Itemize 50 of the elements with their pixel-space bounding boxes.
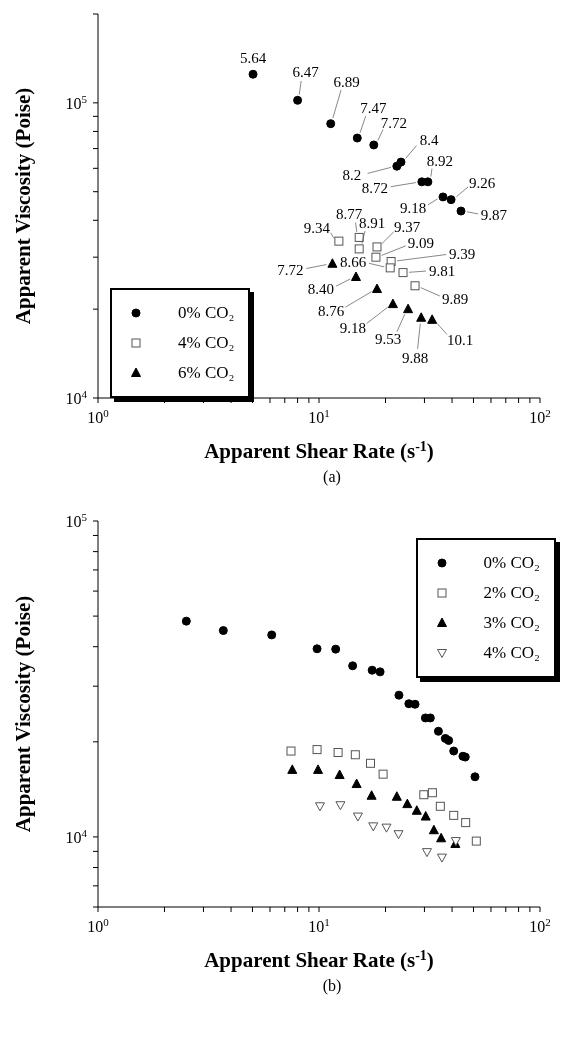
annotation: 9.26	[468, 174, 496, 191]
x-tick-label: 10$^{0}$	[87, 407, 110, 426]
legend-label: 4% CO₂	[178, 333, 235, 353]
annotation: 9.34	[303, 220, 331, 237]
x-tick-label: 10$^{1}$	[308, 916, 330, 935]
legend-label: 0% CO₂	[483, 553, 540, 573]
annotation: 9.18	[339, 320, 367, 337]
annotation: 8.92	[426, 152, 454, 169]
annotation: 9.18	[399, 199, 427, 216]
annotation: 5.64	[239, 50, 267, 67]
legend-label: 2% CO₂	[483, 583, 540, 603]
annotation: 10.1	[447, 331, 474, 348]
y-tick-label: 10$^{5}$	[65, 92, 88, 112]
annotation: 9.39	[449, 245, 476, 262]
annotation: 9.53	[374, 331, 402, 348]
annotation: 8.66	[340, 253, 367, 270]
x-tick-label: 10$^{2}$	[529, 407, 551, 426]
annotation: 8.72	[361, 179, 388, 196]
legend-label: 4% CO₂	[483, 643, 540, 663]
y-axis-title: Apparent Viscosity (Poise)	[11, 87, 35, 325]
x-axis-title: Apparent Shear Rate (s$^{-1}$)	[204, 947, 434, 972]
y-tick-label: 10$^{4}$	[65, 826, 88, 846]
annotation: 8.91	[359, 214, 386, 231]
annotation: 9.37	[393, 218, 421, 235]
annotation: 8.4	[419, 132, 439, 149]
x-tick-label: 10$^{0}$	[87, 916, 110, 935]
annotation: 9.87	[480, 207, 508, 224]
annotation: 7.72	[277, 261, 304, 278]
y-tick-label: 10$^{4}$	[65, 388, 88, 407]
annotation: 8.40	[307, 281, 335, 298]
x-tick-label: 10$^{1}$	[308, 407, 330, 426]
annotation: 9.09	[407, 235, 435, 252]
legend-label: 3% CO₂	[483, 613, 540, 633]
text: (a)	[323, 468, 341, 485]
legend-label: 0% CO₂	[178, 303, 235, 323]
annotation: 8.2	[342, 167, 362, 184]
legend-label: 6% CO₂	[178, 363, 235, 383]
annotation: 7.47	[360, 100, 387, 117]
annotation: 6.47	[292, 64, 320, 81]
text: (b)	[322, 977, 342, 994]
annotation: 8.76	[317, 303, 345, 320]
annotation: 9.89	[441, 290, 469, 307]
x-axis-title: Apparent Shear Rate (s$^{-1}$)	[204, 438, 434, 463]
annotation: 9.81	[428, 262, 456, 279]
annotation: 9.88	[402, 349, 429, 366]
annotation: 6.89	[333, 73, 360, 90]
annotation: 7.72	[380, 114, 407, 131]
y-tick-label: 10$^{5}$	[65, 511, 88, 530]
x-tick-label: 10$^{2}$	[529, 916, 551, 935]
y-axis-title: Apparent Viscosity (Poise)	[11, 595, 35, 833]
